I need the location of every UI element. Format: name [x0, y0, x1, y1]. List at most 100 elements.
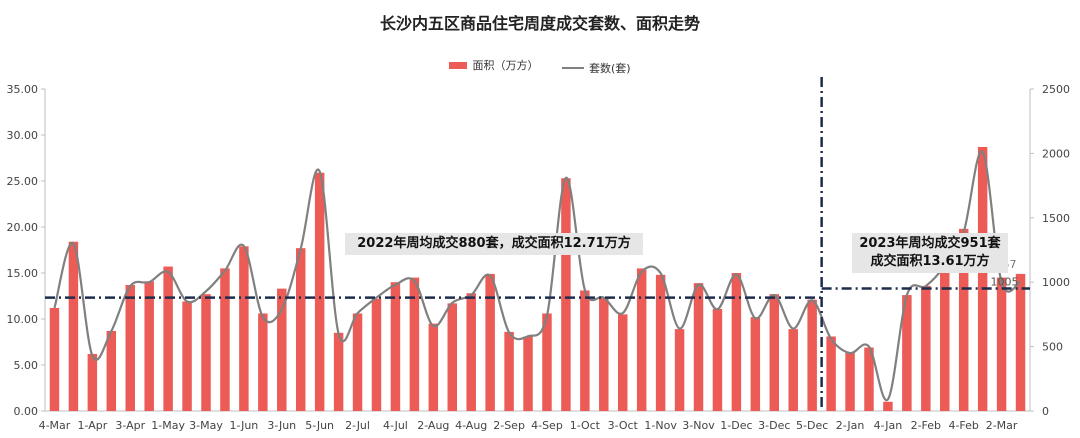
x-tick-label: 1-Nov [644, 419, 677, 432]
legend: 面积（万方） 套数(套) [0, 57, 1080, 76]
bar [826, 336, 836, 411]
bar [277, 288, 287, 411]
x-tick-label: 4-Aug [455, 419, 487, 432]
data-label-count: 1005 [991, 276, 1019, 289]
bar [712, 308, 723, 411]
left-tick-label: 5.00 [14, 359, 39, 372]
bar [125, 284, 135, 411]
bar [731, 273, 742, 411]
legend-item-area: 面积（万方） [449, 57, 538, 73]
x-tick-label: 2-Aug [417, 419, 449, 432]
x-tick-label: 1-Oct [570, 419, 601, 432]
x-tick-label: 4-Jul [383, 419, 408, 432]
x-tick-label: 2-Feb [911, 419, 941, 432]
x-tick-label: 5-Jun [305, 419, 334, 432]
right-tick-label: 1500 [1042, 212, 1070, 225]
left-tick-label: 15.00 [7, 267, 39, 280]
left-tick-label: 0.00 [14, 405, 39, 418]
bar [580, 290, 590, 411]
right-tick-label: 2500 [1042, 83, 1070, 96]
left-tick-label: 20.00 [7, 221, 39, 234]
bar [409, 277, 420, 411]
x-tick-label: 4-Jan [874, 419, 903, 432]
series-line-count [53, 150, 1022, 402]
bar [958, 228, 969, 411]
legend-label-area: 面积（万方） [472, 59, 539, 72]
bar [674, 329, 685, 411]
bar [333, 332, 344, 411]
bar [921, 285, 931, 411]
bar [977, 146, 988, 411]
x-tick-label: 1-Apr [77, 419, 107, 432]
left-tick-label: 30.00 [7, 129, 39, 142]
bar [504, 331, 514, 411]
bar [542, 313, 552, 411]
bar [883, 401, 893, 411]
bar [561, 178, 571, 411]
x-tick-label: 5-Dec [796, 419, 828, 432]
left-tick-label: 35.00 [7, 83, 39, 96]
right-tick-label: 1000 [1042, 276, 1070, 289]
bar [258, 313, 268, 411]
x-tick-label: 2-Jan [836, 419, 865, 432]
right-tick-label: 500 [1042, 341, 1063, 354]
bar [201, 294, 211, 411]
bar [390, 282, 401, 411]
x-tick-label: 1-May [151, 419, 185, 432]
x-tick-label: 1-Dec [720, 419, 752, 432]
bar [1015, 273, 1026, 411]
bar [49, 307, 60, 411]
bar [750, 317, 761, 411]
x-tick-label: 2-Mar [986, 419, 1018, 432]
bar [87, 353, 98, 411]
bar [428, 323, 439, 411]
bar [239, 246, 249, 411]
annotation-2023-line2: 成交面积13.61万方 [870, 254, 990, 269]
x-tick-label: 2-Sep [493, 419, 525, 432]
bar [618, 314, 628, 411]
bar [845, 353, 855, 411]
x-tick-label: 3-Oct [608, 419, 639, 432]
legend-item-count: 套数(套) [561, 60, 631, 76]
bar [807, 299, 817, 411]
bar [220, 268, 230, 411]
bar [371, 298, 382, 411]
bar [68, 241, 79, 411]
x-tick-label: 4-Mar [39, 419, 71, 432]
bar [182, 301, 192, 411]
bar [314, 172, 325, 411]
bar [295, 248, 306, 411]
bar [523, 336, 533, 411]
bar [769, 294, 780, 411]
bar [940, 263, 950, 411]
bar [788, 329, 798, 411]
bar [106, 330, 117, 411]
x-tick-label: 3-Jun [267, 419, 296, 432]
bar [636, 268, 647, 411]
bar [599, 296, 609, 411]
x-tick-label: 4-Feb [948, 419, 978, 432]
bar [693, 283, 704, 411]
bar [163, 266, 173, 411]
bar [902, 295, 912, 411]
annotation-2022-text: 2022年周均成交880套，成交面积12.71万方 [357, 236, 631, 251]
bar [485, 273, 495, 411]
legend-swatch-bar [449, 61, 468, 69]
annotation-2023: 2023年周均成交951套 成交面积13.61万方 [852, 233, 1008, 273]
left-tick-label: 25.00 [7, 175, 39, 188]
bar [144, 281, 154, 411]
x-tick-label: 3-May [189, 419, 223, 432]
left-tick-label: 10.00 [7, 313, 39, 326]
bar [466, 293, 476, 411]
chart-title: 长沙内五区商品住宅周度成交套数、面积走势 [379, 14, 700, 33]
x-tick-label: 3-Dec [758, 419, 790, 432]
bar [655, 274, 666, 411]
annotation-2023-line1: 2023年周均成交951套 [859, 236, 1001, 251]
bar [352, 313, 363, 411]
bar [864, 347, 874, 411]
x-tick-label: 1-Jun [230, 419, 259, 432]
x-tick-label: 3-Nov [682, 419, 715, 432]
legend-swatch-line [561, 66, 584, 69]
right-tick-label: 0 [1042, 405, 1049, 418]
